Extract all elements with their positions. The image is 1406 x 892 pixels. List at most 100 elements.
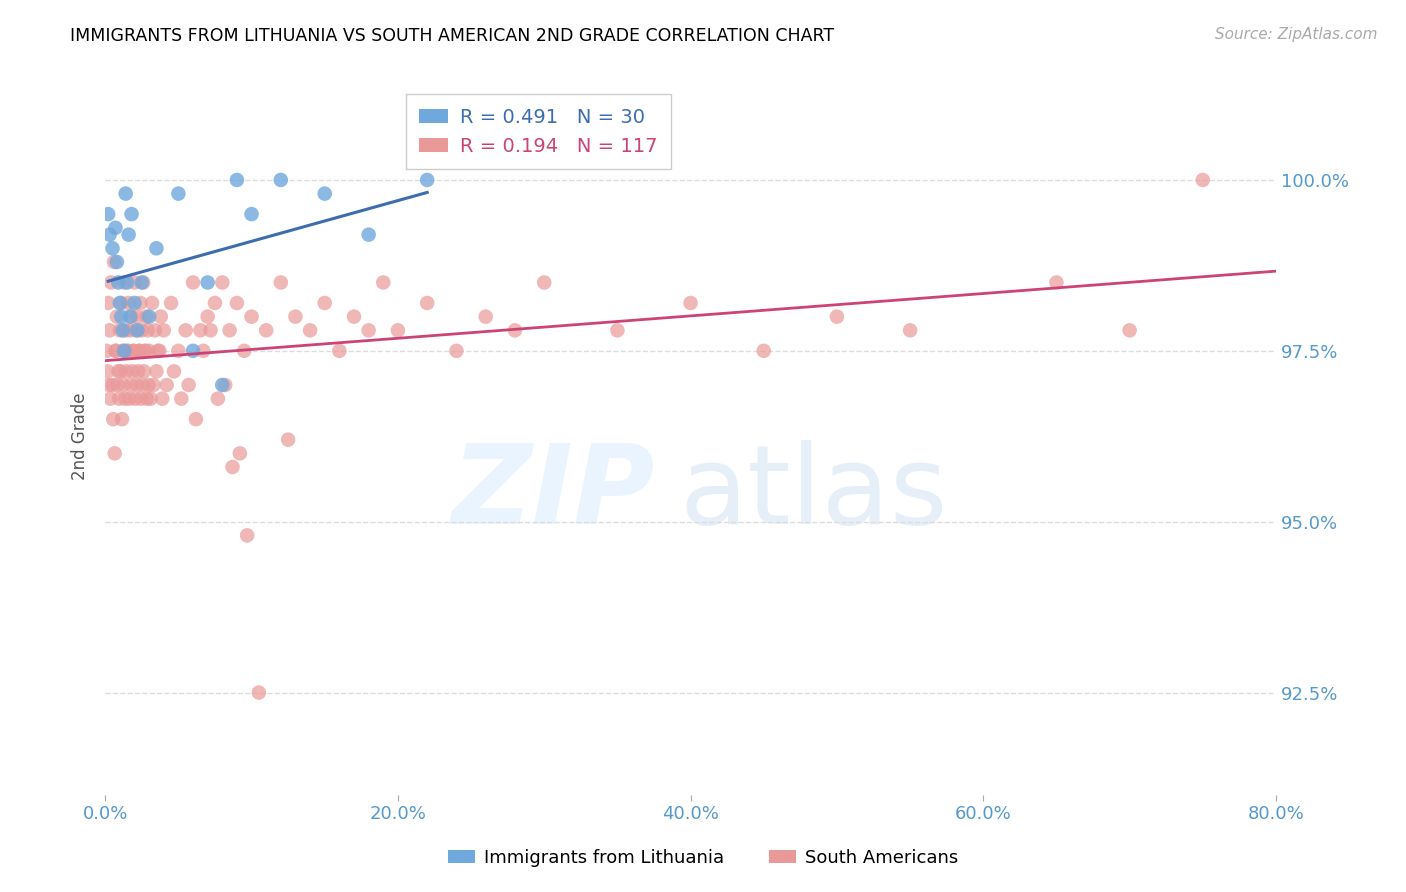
Point [117,296,139,310]
Point [104,446,127,460]
Point [226,173,249,187]
Point [314,296,336,310]
Point [207,392,229,406]
Point [128,343,150,358]
Point [120,378,142,392]
Point [103,412,125,426]
Point [124,392,146,406]
Point [101,378,124,392]
Legend: R = 0.491   N = 30, R = 0.194   N = 117: R = 0.491 N = 30, R = 0.194 N = 117 [405,95,671,169]
Point [108,392,131,406]
Point [101,241,124,255]
Point [98,392,121,406]
Point [1118,323,1140,337]
Point [104,343,127,358]
Point [110,364,132,378]
Point [328,343,350,358]
Point [1191,173,1213,187]
Y-axis label: 2nd Grade: 2nd Grade [72,392,89,480]
Point [145,241,167,255]
Point [115,276,138,290]
Point [97,296,120,310]
Point [100,276,122,290]
Point [197,310,219,324]
Point [679,296,702,310]
Point [129,392,152,406]
Text: Source: ZipAtlas.com: Source: ZipAtlas.com [1215,27,1378,42]
Point [108,323,131,337]
Point [98,227,121,242]
Point [236,528,259,542]
Point [1045,276,1067,290]
Point [112,343,135,358]
Point [247,685,270,699]
Point [314,186,336,201]
Point [163,364,186,378]
Point [131,323,153,337]
Point [167,186,190,201]
Point [135,310,157,324]
Point [218,323,240,337]
Point [343,310,366,324]
Point [221,460,243,475]
Point [240,310,263,324]
Point [114,186,136,201]
Point [211,276,233,290]
Point [152,323,174,337]
Point [128,343,150,358]
Point [138,310,160,324]
Point [127,310,149,324]
Point [104,220,127,235]
Point [127,364,149,378]
Point [111,412,134,426]
Point [107,378,129,392]
Point [114,323,136,337]
Point [139,392,162,406]
Point [120,310,142,324]
Point [752,343,775,358]
Point [107,276,129,290]
Point [124,296,146,310]
Point [111,343,134,358]
Point [167,343,190,358]
Point [98,323,121,337]
Point [131,276,153,290]
Point [142,378,165,392]
Point [121,207,143,221]
Point [357,227,380,242]
Legend: Immigrants from Lithuania, South Americans: Immigrants from Lithuania, South America… [440,842,966,874]
Point [148,343,170,358]
Point [233,343,256,358]
Point [229,446,252,460]
Point [105,255,128,269]
Point [96,364,118,378]
Point [105,310,128,324]
Point [125,378,148,392]
Point [117,227,139,242]
Point [373,276,395,290]
Point [132,364,155,378]
Point [299,323,322,337]
Point [474,310,496,324]
Point [416,173,439,187]
Point [112,378,135,392]
Point [115,343,138,358]
Point [136,323,159,337]
Point [97,378,120,392]
Point [97,207,120,221]
Point [184,412,207,426]
Point [606,323,628,337]
Point [105,343,128,358]
Point [146,343,169,358]
Point [240,207,263,221]
Point [124,276,146,290]
Point [127,323,149,337]
Text: atlas: atlas [679,440,948,547]
Point [174,323,197,337]
Point [143,323,166,337]
Point [118,392,141,406]
Point [503,323,526,337]
Point [134,343,156,358]
Point [96,343,118,358]
Point [226,296,249,310]
